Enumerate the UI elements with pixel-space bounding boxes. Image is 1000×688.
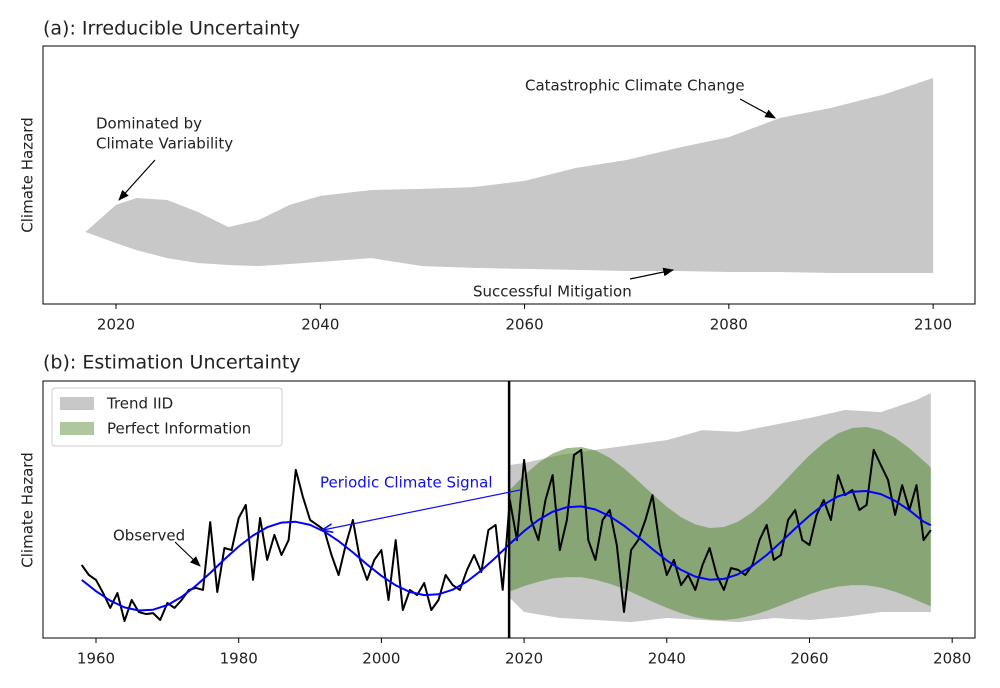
line	[80, 448, 932, 622]
plot-frame	[42, 45, 976, 305]
x-tick-label: 2040	[301, 316, 339, 334]
band	[509, 427, 931, 620]
annotation-arrow	[629, 267, 675, 280]
legend-label: Perfect Information	[107, 420, 251, 438]
x-tick-label: 2020	[97, 316, 135, 334]
annotation: Periodic Climate Signal	[320, 474, 493, 492]
annotation: Climate Variability	[96, 135, 233, 153]
x-tick-label: 2000	[362, 650, 400, 668]
plots: 2020 2040 2060 2080 2100 Trend IID Perfect Inf…	[42, 45, 976, 668]
plot-frame	[42, 380, 976, 639]
band	[85, 78, 934, 273]
x-tick-label: 1960	[77, 650, 115, 668]
legend-label: Trend IID	[106, 395, 173, 413]
x-tick-label: 2040	[648, 650, 686, 668]
x-tick-label: 2080	[933, 650, 971, 668]
annotation-arrow	[118, 159, 156, 201]
annotation-arrow	[174, 541, 201, 567]
x-tick-label: 2100	[914, 316, 952, 334]
annotation: Observed	[113, 527, 185, 545]
annotation-arrow	[323, 489, 521, 530]
legend-swatch	[60, 397, 94, 410]
x-tick-label: 2020	[505, 650, 543, 668]
x-tick-label: 2080	[710, 316, 748, 334]
panel-title: (a): Irreducible Uncertainty	[43, 18, 300, 40]
legend-box	[51, 387, 283, 447]
annotation: Catastrophic Climate Change	[525, 77, 745, 95]
y-axis-label: Climate Hazard	[19, 117, 37, 232]
annotation: Dominated by	[96, 115, 202, 133]
legend-swatch	[60, 422, 94, 435]
annotation: Successful Mitigation	[473, 283, 632, 301]
x-tick-label: 2060	[790, 650, 828, 668]
annotation-arrow	[739, 98, 776, 119]
x-tick-label: 1980	[220, 650, 258, 668]
labels: (a): Irreducible Uncertainty Climate Haz…	[19, 18, 776, 568]
y-axis-label: Climate Hazard	[19, 452, 37, 567]
x-tick-label: 2060	[505, 316, 543, 334]
panel-title: (b): Estimation Uncertainty	[43, 352, 301, 374]
